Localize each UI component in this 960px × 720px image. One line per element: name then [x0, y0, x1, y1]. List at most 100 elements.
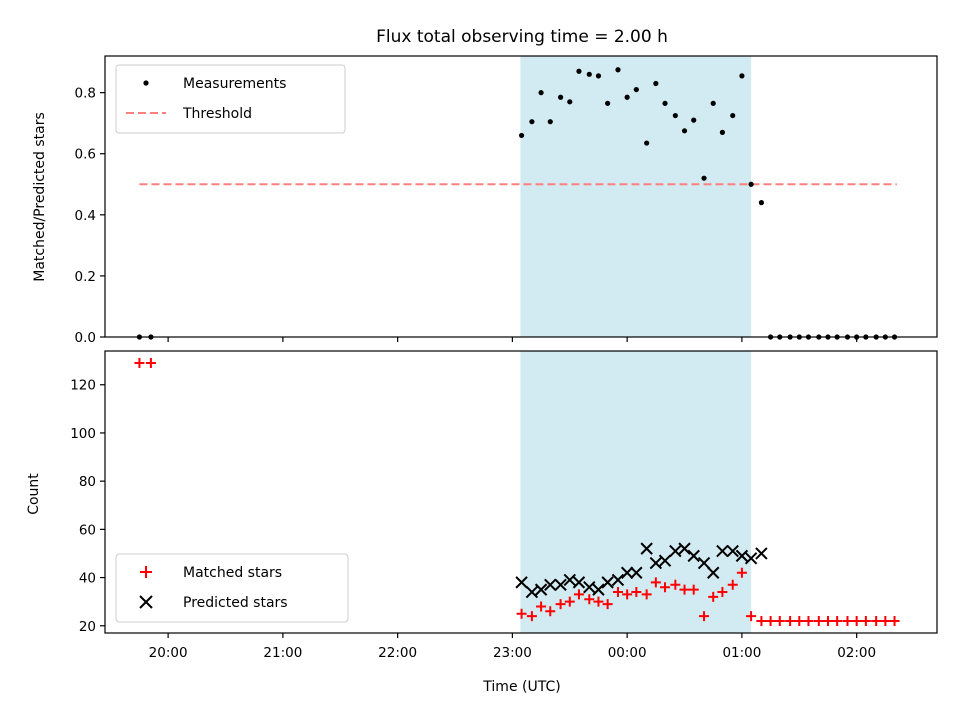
predicted-stars-point	[583, 580, 596, 594]
bottom-y-axis-label: Count	[26, 473, 42, 515]
matched-stars-point	[584, 594, 595, 605]
predicted-stars-point	[649, 556, 663, 570]
x-tick-label: 01:00	[722, 645, 761, 661]
measurements-point	[547, 119, 553, 125]
measurements-point	[758, 200, 765, 206]
bottom-y-tick-label: 40	[79, 571, 96, 587]
bottom-y-tick-label: 60	[79, 522, 96, 538]
top-y-tick-label: 0.2	[75, 269, 96, 285]
matched-stars-point	[774, 615, 785, 626]
measurements-point	[633, 86, 639, 93]
measurements-point	[653, 80, 659, 87]
legend-label: Matched stars	[183, 565, 282, 581]
x-tick-label: 21:00	[263, 645, 302, 661]
bottom-y-tick-label: 80	[79, 474, 96, 490]
measurements-point	[662, 100, 668, 106]
matched-stars-point	[803, 615, 814, 626]
top-y-tick-label: 0.4	[75, 208, 96, 224]
matched-stars-point	[555, 599, 566, 610]
predicted-stars-point	[755, 547, 768, 560]
measurements-point	[644, 140, 650, 146]
matched-stars-point	[688, 584, 699, 595]
measurements-point	[538, 90, 544, 96]
measurements-point	[739, 73, 745, 79]
matched-stars-point	[699, 611, 710, 622]
bottom-axes-frame	[104, 350, 938, 634]
predicted-stars-point	[601, 576, 614, 589]
predicted-stars-point	[726, 544, 739, 558]
matched-stars-point	[573, 589, 584, 600]
measurements-point	[518, 132, 525, 139]
legend-label: Threshold	[182, 106, 252, 122]
bottom-y-tick-label: 100	[70, 426, 96, 442]
predicted-stars-point	[534, 583, 548, 596]
matched-stars-point	[622, 589, 633, 600]
top-y-tick-label: 0.6	[75, 147, 96, 163]
measurements-point	[586, 71, 592, 77]
measurements-point	[730, 112, 736, 119]
predicted-stars-point	[658, 554, 672, 567]
predicted-stars-point	[716, 544, 729, 558]
matched-stars-point	[631, 587, 642, 598]
matched-stars-point	[679, 584, 690, 595]
predicted-stars-point	[611, 573, 625, 587]
matched-stars-point	[756, 615, 767, 626]
bottom-legend	[115, 553, 349, 623]
matched-stars-point	[727, 579, 738, 590]
top-axes-frame	[104, 55, 938, 338]
matched-stars-point	[564, 596, 575, 607]
legend-dot-swatch	[143, 80, 149, 86]
bottom-y-tick-label: 120	[70, 378, 96, 394]
measurements-point	[710, 100, 716, 106]
x-tick-label: 20:00	[149, 645, 188, 661]
matched-stars-point	[526, 611, 537, 622]
measurements-point	[615, 67, 621, 73]
measurements-point	[557, 94, 564, 100]
predicted-stars-point	[735, 549, 749, 563]
matched-stars-point	[860, 615, 871, 626]
matched-stars-point	[602, 599, 613, 610]
measurements-point	[681, 128, 688, 134]
top-y-tick-label: 0.8	[75, 86, 96, 102]
x-tick-label: 22:00	[378, 645, 417, 661]
matched-stars-point	[717, 587, 728, 598]
matched-stars-point	[785, 615, 796, 626]
matched-stars-point	[145, 358, 156, 369]
x-axis-label: Time (UTC)	[482, 679, 560, 695]
matched-stars-point	[708, 591, 719, 602]
legend-label: Predicted stars	[183, 595, 288, 611]
matched-stars-point	[889, 615, 900, 626]
matched-stars-point	[851, 615, 862, 626]
predicted-stars-point	[669, 544, 682, 558]
matched-stars-point	[736, 567, 747, 578]
x-tick-label: 23:00	[493, 645, 532, 661]
measurements-point	[605, 100, 611, 106]
measurements-point	[576, 68, 582, 74]
predicted-stars-point	[744, 552, 758, 565]
matched-stars-point	[794, 615, 805, 626]
measurements-point	[672, 112, 678, 119]
predicted-stars-point	[554, 578, 567, 592]
predicted-stars-point	[525, 585, 539, 599]
measurements-point	[529, 119, 535, 125]
predicted-stars-point	[640, 542, 653, 555]
predicted-stars-point	[687, 549, 700, 563]
legend-plus-swatch	[140, 566, 152, 578]
measurements-point	[595, 73, 602, 79]
matched-stars-point	[516, 608, 527, 619]
predicted-stars-point	[697, 556, 711, 570]
predicted-stars-point	[678, 542, 691, 555]
matched-stars-point	[813, 615, 824, 626]
predicted-stars-point	[620, 566, 634, 579]
predicted-stars-point	[630, 566, 643, 579]
matched-stars-point	[545, 606, 556, 617]
predicted-stars-point	[572, 576, 586, 589]
matched-stars-point	[842, 615, 853, 626]
legend-x-swatch	[139, 595, 153, 609]
matched-stars-point	[641, 589, 652, 600]
matched-stars-point	[746, 611, 757, 622]
measurements-point	[624, 94, 630, 100]
matched-stars-point	[670, 579, 681, 590]
measurements-point	[567, 99, 573, 105]
